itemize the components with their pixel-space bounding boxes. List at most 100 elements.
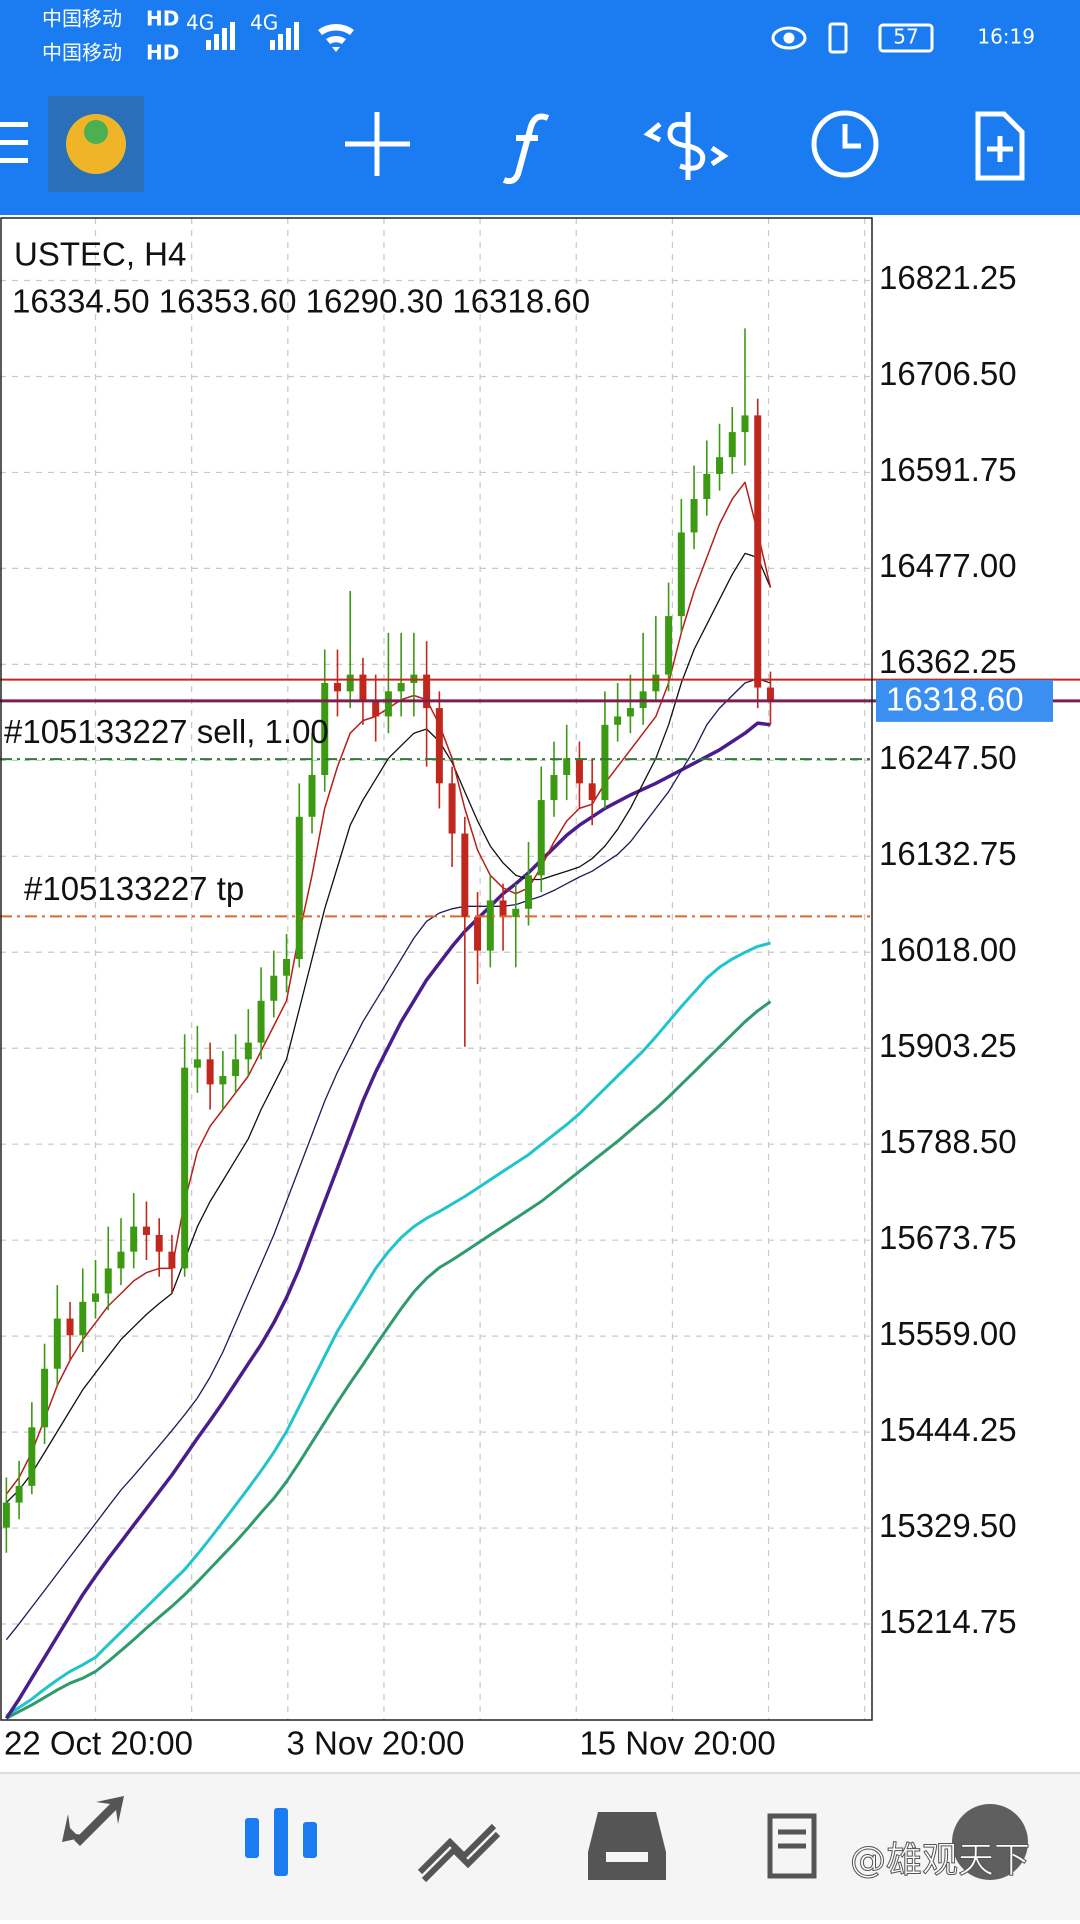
candle-body [754,415,762,688]
candle-body [193,1059,201,1068]
candle-body [257,1000,265,1043]
price-label: 15673.75 [879,1219,1017,1256]
status-icons [771,22,934,54]
ohlc: 16334.50 16353.60 16290.30 16318.60 [12,283,590,320]
candle-body [525,875,533,909]
candle-body [766,687,774,701]
price-label: 16706.50 [879,355,1017,392]
price-label: 16477.00 [879,547,1017,584]
candle-body [206,1059,214,1085]
candle-body [677,532,685,617]
candle-body [448,783,456,834]
price-label: 15903.25 [879,1027,1017,1064]
candle-body [168,1251,176,1269]
price-label: 16591.75 [879,451,1017,488]
candle-body [283,958,291,976]
candle-body [474,917,482,951]
candle-body [423,674,431,709]
moving-average [4,721,771,1720]
moving-average [5,678,771,1641]
candle-body [512,908,520,918]
new-order-button[interactable] [975,111,1025,181]
candle-body [461,833,469,918]
candle-body [703,473,711,499]
price-tag-label: 16318.60 [886,681,1024,718]
quotes-tab[interactable] [62,1796,124,1870]
candle-body [346,674,354,692]
price-label: 16247.50 [879,739,1017,776]
candle-body [295,816,303,959]
chart-area [0,215,1080,1773]
clock: 16:19 [977,25,1035,49]
time-label: 3 Nov 20:00 [287,1725,465,1762]
candle-body [130,1226,138,1252]
candle-body [690,498,698,533]
candle-body [333,682,341,692]
carrier: 中国移动 [42,7,122,31]
candle-body [66,1318,74,1336]
top-bar [0,0,1080,215]
price-label: 15559.00 [879,1315,1017,1352]
settings-tab[interactable] [952,1804,1028,1880]
candle-body [601,724,609,801]
candle-body [537,800,545,876]
candle-body [79,1301,87,1336]
battery-level: 57 [893,25,918,49]
price-label: 15788.50 [879,1123,1017,1160]
candle-body [716,457,724,474]
candle-body [92,1293,100,1302]
candle-body [384,691,392,717]
crosshair-button[interactable] [345,112,410,176]
candle-body [2,1502,10,1528]
app-logo[interactable] [48,96,144,192]
network: 4G [250,11,278,35]
chart: 16821.25 16706.50 16591.75 16477.00 16362.25… [0,215,1080,1773]
candle-body [626,708,634,717]
candle-body [665,616,673,675]
price-tag [876,679,1053,722]
candle-body [397,682,405,692]
candle-body [53,1318,61,1369]
symbol: USTEC, H4 [14,236,186,273]
candle-body [588,783,596,801]
time-label: 15 Nov 20:00 [579,1725,775,1762]
news-tab[interactable] [767,1813,817,1879]
candle-body [41,1368,49,1428]
trade-button[interactable] [643,112,729,180]
signal-icons [206,22,354,52]
candle-body [550,774,558,801]
candle-body [741,415,749,433]
hd-badge: HD [146,41,179,65]
network: 4G [186,11,214,35]
history-tab[interactable] [588,1812,666,1880]
candle-body [155,1234,163,1252]
chart-tab[interactable] [245,1808,317,1876]
moving-average [5,941,771,1718]
price-label: 16132.75 [879,835,1017,872]
candle-body [435,708,443,784]
price-label: 16821.25 [879,259,1017,296]
candle-body [652,674,660,692]
menu-button[interactable] [0,122,28,163]
candle-body [142,1226,150,1235]
history-button[interactable] [811,110,879,178]
candle-body [308,774,316,817]
candle-body [614,716,622,725]
price-label: 15214.75 [879,1603,1017,1640]
trade-tab[interactable] [417,1823,501,1883]
candle-body [499,900,507,918]
plot-border [0,217,873,1721]
candle-body [575,758,583,784]
candle-body [15,1485,23,1503]
candle-body [359,674,367,700]
hd-badge: HD [146,7,179,31]
candle-body [232,1059,240,1077]
candle-body [486,900,494,951]
time-label: 22 Oct 20:00 [4,1725,193,1762]
moving-average [5,552,772,1504]
candle-body [219,1076,227,1085]
moving-average [5,1000,772,1720]
indicators-button[interactable] [502,113,550,185]
